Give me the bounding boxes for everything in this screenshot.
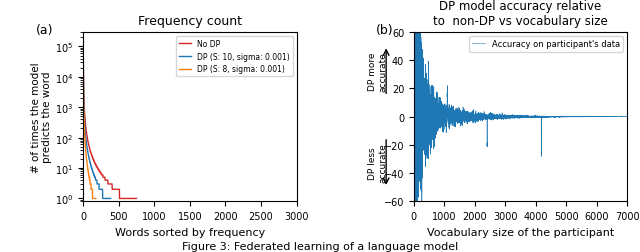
No DP [79, 40, 87, 43]
Legend: No DP, DP (S: 10, sigma: 0.001), DP (S: 8, sigma: 0.001): No DP, DP (S: 10, sigma: 0.001), DP (S: … [176, 37, 292, 77]
DP (S: 8, sigma: 0.001): (0, 1.5e+05): 8, sigma: 0.001): (0, 1.5e+05) [79, 40, 87, 43]
Accuracy on participant's data [421, 135, 429, 138]
DP (S: 10, sigma: 0.001): (246, 2): 10, sigma: 0.001): (246, 2) [97, 188, 104, 191]
Title: DP model accuracy relative
to  non-DP vs vocabulary size: DP model accuracy relative to non-DP vs … [433, 0, 608, 27]
Text: DP less
accurate: DP less accurate [368, 143, 387, 182]
Accuracy on participant's data [410, 31, 418, 34]
Accuracy on participant's data [623, 116, 631, 119]
X-axis label: Vocabulary size of the participant: Vocabulary size of the participant [427, 227, 614, 237]
DP (S: 10, sigma: 0.001): (0, 1.5e+05): 10, sigma: 0.001): (0, 1.5e+05) [79, 40, 87, 43]
DP (S: 8, sigma: 0.001): (36, 37): 8, sigma: 0.001): (36, 37) [82, 150, 90, 153]
Title: Frequency count: Frequency count [138, 15, 242, 27]
Accuracy on participant's data [410, 75, 418, 78]
Y-axis label: # of times the model
predicts the word: # of times the model predicts the word [31, 62, 52, 172]
Line: DP (S: 8, sigma: 0.001): DP (S: 8, sigma: 0.001) [83, 42, 96, 199]
Text: (b): (b) [376, 24, 393, 37]
Line: No DP: No DP [83, 42, 136, 199]
Accuracy on participant's data [554, 116, 562, 119]
Accuracy on participant's data [491, 117, 499, 120]
Accuracy on participant's data [410, 200, 418, 203]
No DP [94, 167, 102, 170]
Accuracy on participant's data [466, 115, 474, 118]
Accuracy on participant's data [513, 116, 521, 119]
Text: Figure 3: Federated learning of a language model: Figure 3: Federated learning of a langua… [182, 241, 458, 251]
Legend: Accuracy on participant's data: Accuracy on participant's data [469, 37, 623, 52]
Text: (a): (a) [36, 24, 54, 37]
Text: DP more
accurate: DP more accurate [368, 52, 387, 91]
DP (S: 10, sigma: 0.001): (282, 1): 10, sigma: 0.001): (282, 1) [99, 197, 107, 200]
Line: Accuracy on participant's data: Accuracy on participant's data [414, 33, 627, 202]
Line: DP (S: 10, sigma: 0.001): DP (S: 10, sigma: 0.001) [83, 42, 111, 199]
X-axis label: Words sorted by frequency: Words sorted by frequency [115, 227, 265, 237]
DP (S: 10, sigma: 0.001): (141, 7): 10, sigma: 0.001): (141, 7) [90, 172, 97, 175]
Accuracy on participant's data [495, 116, 502, 119]
